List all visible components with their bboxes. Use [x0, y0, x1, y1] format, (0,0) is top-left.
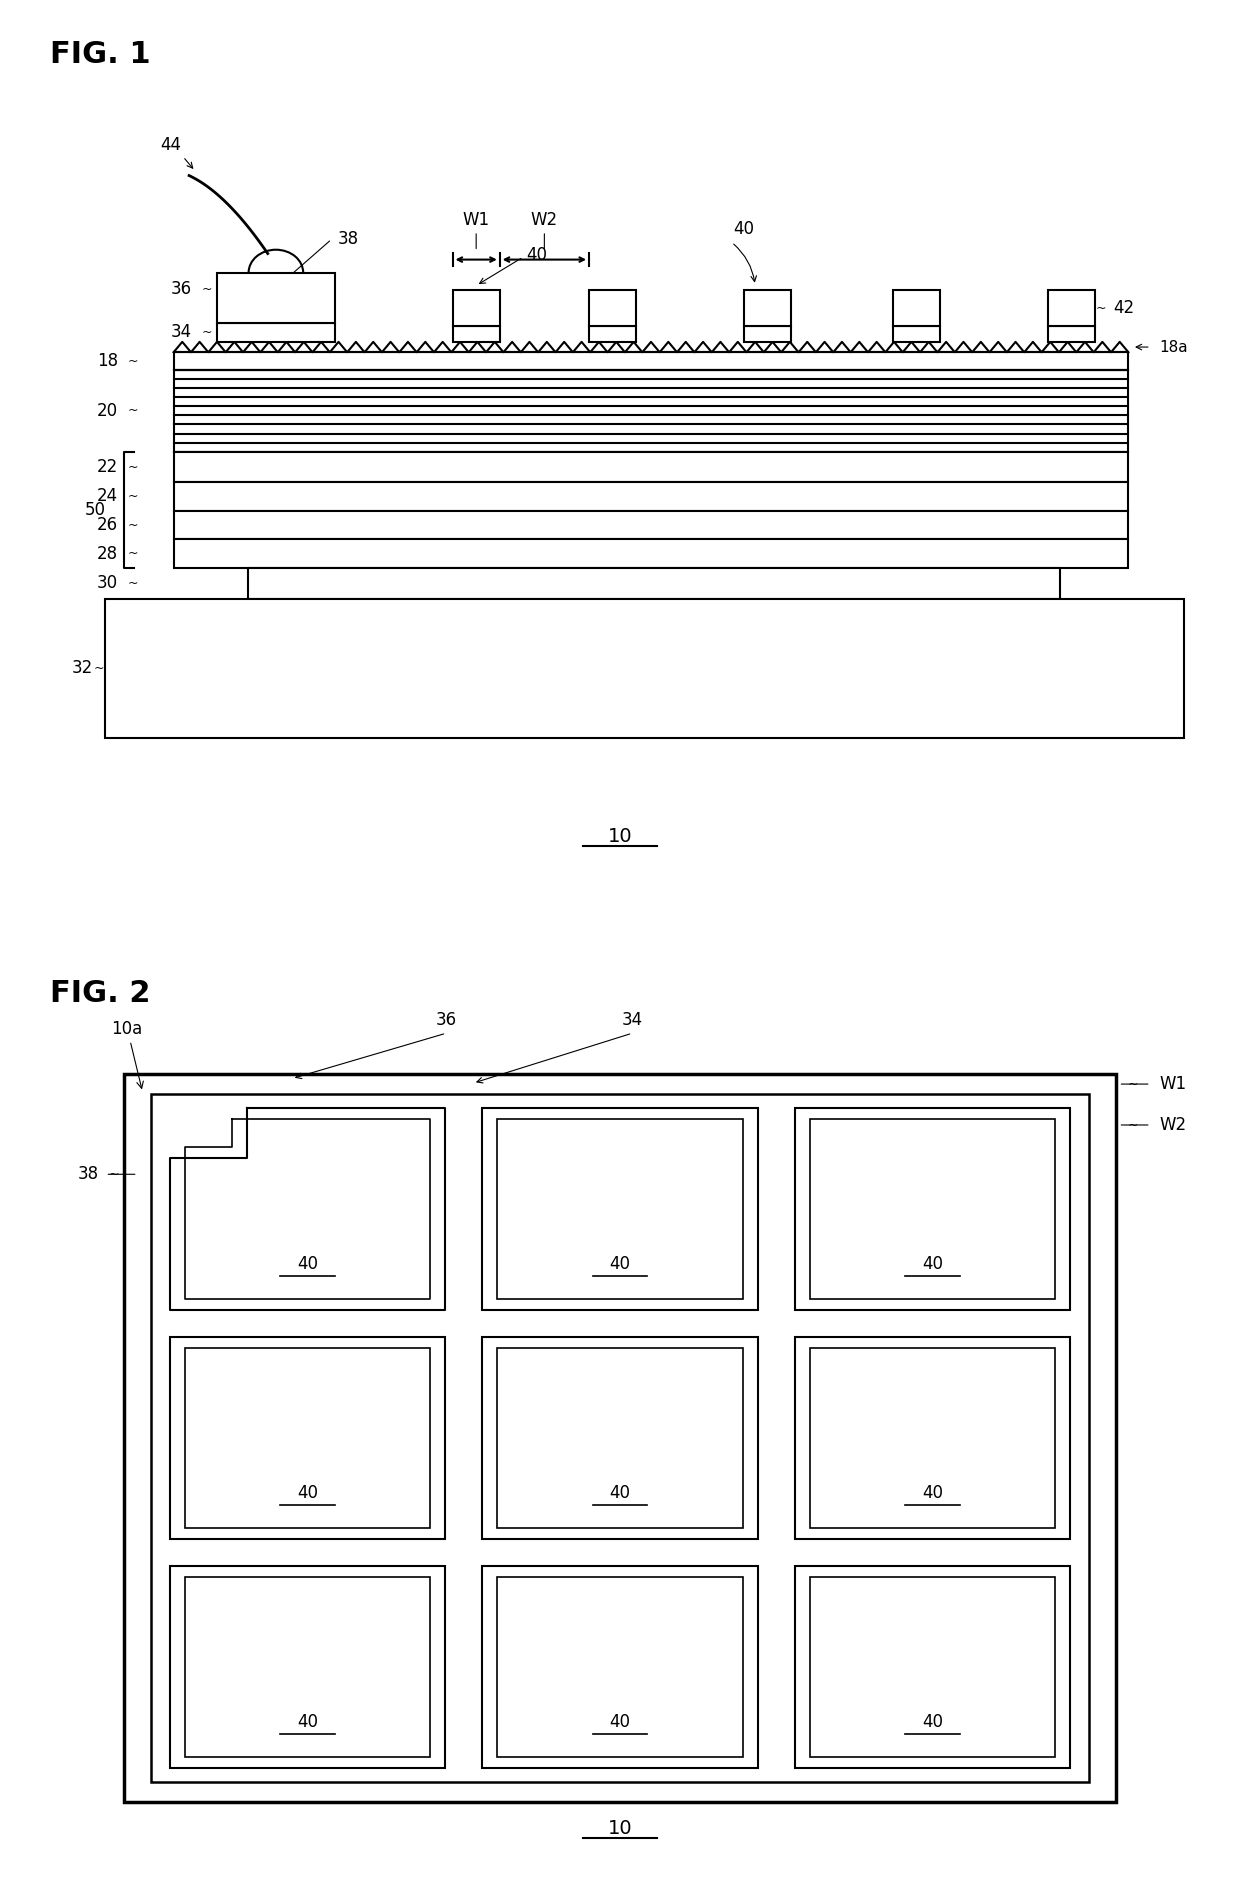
Bar — [174, 369, 1128, 452]
Text: W2: W2 — [1159, 1115, 1187, 1134]
Text: 20: 20 — [97, 401, 118, 420]
Bar — [497, 1347, 743, 1528]
Text: 10: 10 — [608, 827, 632, 846]
Text: 40: 40 — [298, 1485, 317, 1502]
Text: 40: 40 — [610, 1255, 630, 1274]
Text: 40: 40 — [610, 1485, 630, 1502]
Text: ~: ~ — [128, 546, 138, 560]
Text: 10a: 10a — [112, 1019, 144, 1089]
Text: 44: 44 — [160, 136, 181, 154]
Text: ~: ~ — [1128, 1078, 1138, 1091]
Text: 26: 26 — [97, 516, 118, 533]
Bar — [217, 322, 335, 341]
Bar — [248, 567, 1060, 599]
Text: 30: 30 — [97, 575, 118, 592]
Text: 34: 34 — [621, 1010, 644, 1029]
Text: 50: 50 — [84, 501, 105, 518]
Text: ~: ~ — [94, 661, 104, 674]
Text: 38: 38 — [78, 1166, 99, 1183]
Bar — [744, 326, 791, 341]
Text: ~: ~ — [128, 354, 138, 367]
Text: 34: 34 — [171, 324, 192, 341]
Bar — [453, 326, 500, 341]
Bar — [589, 290, 636, 326]
Bar — [497, 1119, 743, 1298]
Text: 40: 40 — [923, 1255, 942, 1274]
Bar — [482, 1108, 758, 1309]
Text: ~: ~ — [128, 405, 138, 416]
Bar — [482, 1566, 758, 1767]
Text: ~: ~ — [128, 577, 138, 590]
Bar — [810, 1577, 1055, 1758]
Text: 28: 28 — [97, 544, 118, 563]
Text: ~: ~ — [202, 283, 212, 296]
Bar — [1048, 290, 1095, 326]
Bar — [217, 273, 335, 322]
Bar — [170, 1338, 445, 1539]
Text: 32: 32 — [72, 659, 93, 678]
Text: W1: W1 — [463, 211, 490, 230]
Text: 40: 40 — [610, 1713, 630, 1731]
Bar — [795, 1338, 1070, 1539]
Text: 40: 40 — [526, 247, 547, 264]
Bar — [810, 1119, 1055, 1298]
Bar — [174, 452, 1128, 482]
Text: 36: 36 — [171, 281, 192, 298]
Bar — [795, 1566, 1070, 1767]
Text: ~: ~ — [1096, 301, 1106, 315]
Text: 18a: 18a — [1159, 339, 1188, 354]
Bar — [151, 1095, 1089, 1782]
Bar — [174, 482, 1128, 511]
Bar — [497, 1577, 743, 1758]
Bar — [744, 290, 791, 326]
Text: ~: ~ — [202, 326, 212, 339]
Bar — [174, 539, 1128, 567]
Bar — [893, 290, 940, 326]
Bar — [810, 1347, 1055, 1528]
Text: 40: 40 — [923, 1485, 942, 1502]
Bar — [185, 1347, 430, 1528]
Bar — [174, 511, 1128, 539]
Text: 38: 38 — [337, 230, 360, 249]
Bar — [170, 1566, 445, 1767]
Bar — [124, 1074, 1116, 1801]
Text: FIG. 1: FIG. 1 — [50, 40, 150, 70]
Bar — [174, 352, 1128, 369]
Text: 36: 36 — [435, 1010, 458, 1029]
Text: ~: ~ — [1128, 1119, 1138, 1132]
Text: ~: ~ — [109, 1168, 119, 1181]
Text: 40: 40 — [923, 1713, 942, 1731]
Bar — [482, 1338, 758, 1539]
Text: ~: ~ — [128, 518, 138, 531]
Bar — [453, 290, 500, 326]
Bar — [893, 326, 940, 341]
Bar — [105, 599, 1184, 739]
Text: 10: 10 — [608, 1818, 632, 1839]
Text: 18: 18 — [97, 352, 118, 369]
Text: W1: W1 — [1159, 1076, 1187, 1093]
Text: 42: 42 — [1114, 300, 1135, 317]
Text: ~: ~ — [128, 490, 138, 503]
Text: W2: W2 — [531, 211, 558, 230]
Text: 40: 40 — [298, 1713, 317, 1731]
Text: 22: 22 — [97, 458, 118, 477]
Bar — [185, 1577, 430, 1758]
Text: 40: 40 — [298, 1255, 317, 1274]
Text: 40: 40 — [734, 220, 754, 237]
Bar — [589, 326, 636, 341]
Text: ~: ~ — [128, 460, 138, 473]
Bar — [1048, 326, 1095, 341]
Text: 24: 24 — [97, 488, 118, 505]
Text: FIG. 2: FIG. 2 — [50, 978, 150, 1008]
Bar — [795, 1108, 1070, 1309]
